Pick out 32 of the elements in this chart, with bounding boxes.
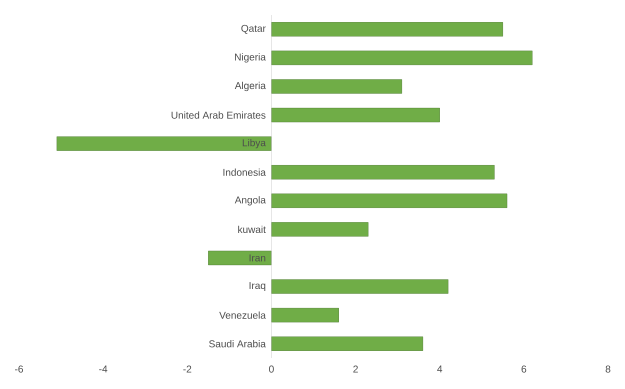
y-tick-label: Qatar <box>241 24 266 34</box>
y-tick-label: Nigeria <box>235 53 266 63</box>
x-tick-label: -6 <box>14 366 24 373</box>
y-tick-label: Algeria <box>234 82 266 92</box>
bar <box>271 79 402 94</box>
x-tick-label: -2 <box>183 366 192 373</box>
y-tick-label: Angola <box>234 196 266 206</box>
y-tick-label: Iraq <box>250 282 266 292</box>
bar <box>271 165 495 180</box>
x-tick-label: 6 <box>522 366 526 373</box>
bar <box>271 108 440 122</box>
y-tick-label: Libya <box>242 138 266 148</box>
x-tick-label: 4 <box>437 366 442 372</box>
y-tick-label: kuwait <box>238 226 266 234</box>
y-tick-label: Saudi Arabia <box>209 340 266 348</box>
bar <box>56 136 272 151</box>
x-tick-label: 8 <box>606 366 610 373</box>
x-tick-label: 0 <box>269 366 274 373</box>
bar <box>271 222 368 237</box>
bar <box>208 250 272 266</box>
bar <box>271 22 504 36</box>
x-tick-label: 2 <box>353 366 358 373</box>
bar <box>271 279 448 294</box>
bar <box>271 308 339 322</box>
x-tick-label: -4 <box>99 366 108 372</box>
y-tick-label: United Arab Emirates <box>172 111 266 119</box>
y-tick-label: Indonesia <box>223 168 266 176</box>
bar <box>271 336 424 351</box>
y-tick-label: Venezuela <box>219 311 266 319</box>
bar <box>271 194 508 208</box>
y-tick-label: Iran <box>250 254 266 262</box>
bar <box>271 50 532 66</box>
